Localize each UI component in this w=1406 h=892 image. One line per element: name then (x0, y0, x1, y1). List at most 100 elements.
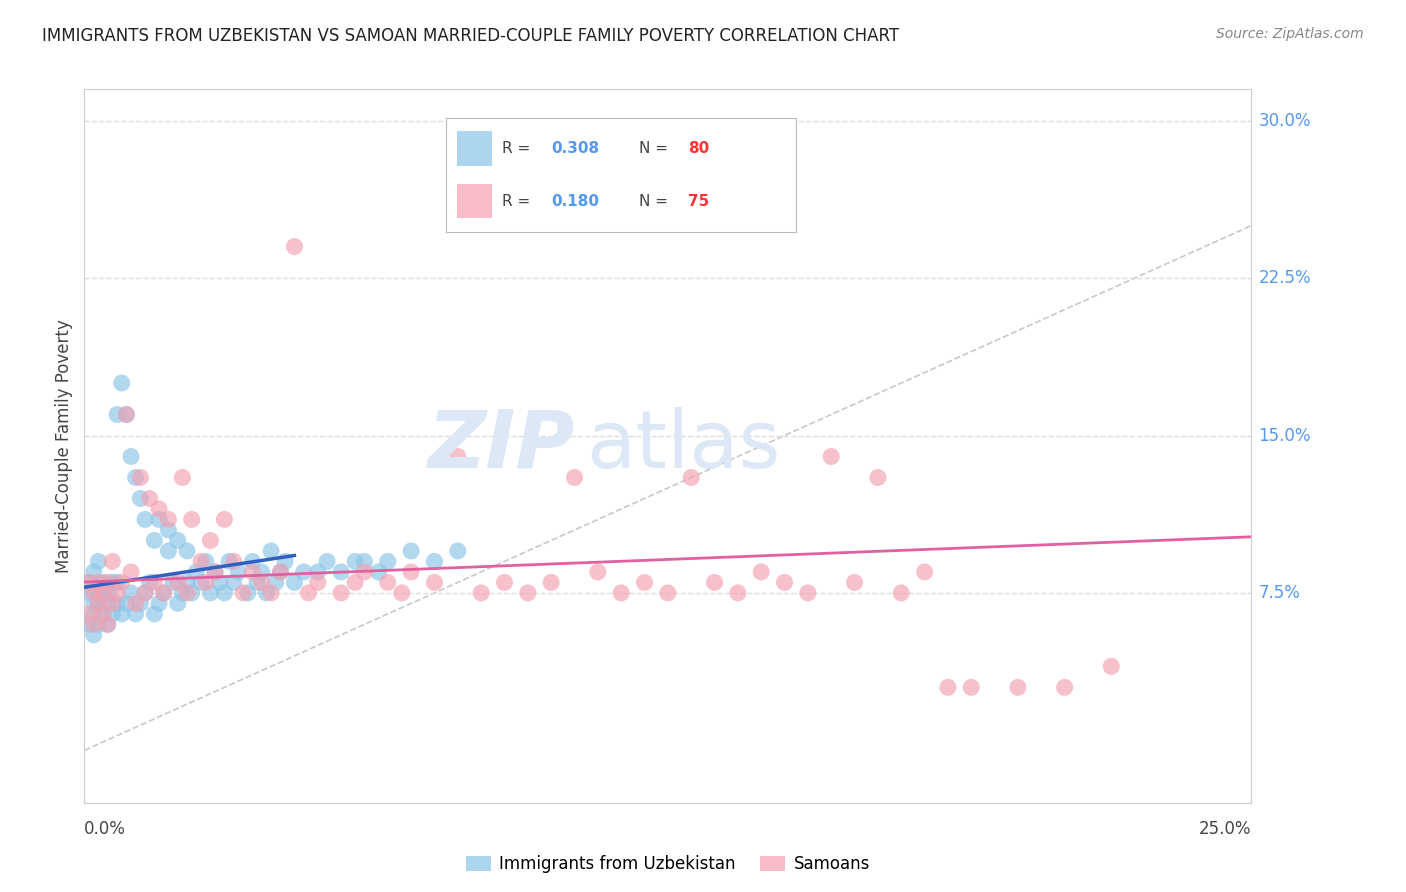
Point (129, 470, 152, 484)
Text: 75: 75 (688, 194, 709, 209)
Text: N =: N = (638, 141, 672, 156)
Point (214, 586, 236, 600)
Point (101, 596, 124, 610)
Point (83, 586, 105, 600)
Point (172, 586, 194, 600)
Point (77, 575, 100, 590)
Point (610, 586, 633, 600)
Point (749, 565, 772, 579)
Text: 7.5%: 7.5% (1258, 584, 1301, 602)
Point (260, 586, 283, 600)
Text: R =: R = (502, 141, 536, 156)
Point (105, 575, 128, 590)
Point (797, 586, 820, 600)
Point (134, 586, 156, 600)
Point (180, 512, 202, 526)
Text: 22.5%: 22.5% (1258, 269, 1310, 287)
Point (960, 681, 983, 695)
Point (353, 565, 375, 579)
Point (447, 450, 470, 464)
Point (214, 512, 236, 526)
Point (125, 596, 148, 610)
Text: 80: 80 (688, 141, 709, 156)
Text: ZIP: ZIP (427, 407, 575, 485)
Point (516, 586, 538, 600)
Point (87, 586, 110, 600)
Point (97, 575, 120, 590)
Point (264, 575, 287, 590)
Point (87, 617, 110, 632)
Point (242, 565, 264, 579)
Text: N =: N = (638, 194, 672, 209)
Point (344, 575, 367, 590)
Point (91, 607, 114, 621)
Point (844, 575, 866, 590)
Point (115, 408, 138, 422)
Point (105, 596, 128, 610)
Point (399, 544, 422, 558)
Point (176, 586, 198, 600)
Point (194, 575, 217, 590)
Point (111, 607, 134, 621)
Point (125, 607, 148, 621)
Point (83, 565, 105, 579)
Point (162, 575, 184, 590)
Point (773, 575, 796, 590)
Point (111, 376, 134, 390)
Point (200, 533, 222, 548)
Point (77, 586, 100, 600)
Text: R =: R = (502, 194, 536, 209)
Point (134, 512, 156, 526)
Point (540, 575, 562, 590)
Point (657, 586, 679, 600)
Point (157, 523, 180, 537)
Point (176, 544, 198, 558)
Point (228, 565, 250, 579)
Point (423, 575, 446, 590)
Point (330, 565, 353, 579)
Point (936, 681, 959, 695)
Point (101, 607, 124, 621)
Point (166, 575, 188, 590)
Point (1053, 681, 1076, 695)
Point (101, 554, 124, 568)
Point (166, 533, 188, 548)
Point (218, 554, 240, 568)
Point (250, 575, 273, 590)
Text: atlas: atlas (586, 407, 780, 485)
Point (101, 575, 124, 590)
Point (148, 512, 170, 526)
Point (447, 544, 470, 558)
Text: 30.0%: 30.0% (1258, 112, 1310, 129)
Point (125, 470, 148, 484)
Point (204, 565, 226, 579)
Point (222, 575, 245, 590)
Point (222, 554, 245, 568)
Point (470, 586, 492, 600)
Point (399, 565, 422, 579)
Point (180, 586, 202, 600)
Point (83, 617, 105, 632)
Point (83, 628, 105, 642)
Point (260, 544, 283, 558)
Point (120, 450, 142, 464)
Point (353, 554, 375, 568)
Point (820, 450, 842, 464)
Point (97, 596, 120, 610)
Point (866, 470, 889, 484)
Point (344, 554, 367, 568)
Point (87, 554, 110, 568)
Point (254, 586, 277, 600)
Point (172, 470, 194, 484)
Point (283, 575, 305, 590)
Point (176, 575, 198, 590)
Point (83, 607, 105, 621)
Y-axis label: Married-Couple Family Poverty: Married-Couple Family Poverty (55, 319, 73, 573)
Point (236, 586, 259, 600)
Point (204, 565, 226, 579)
Point (283, 239, 305, 253)
Point (194, 554, 217, 568)
Point (115, 408, 138, 422)
Text: 0.180: 0.180 (551, 194, 599, 209)
Point (143, 533, 166, 548)
